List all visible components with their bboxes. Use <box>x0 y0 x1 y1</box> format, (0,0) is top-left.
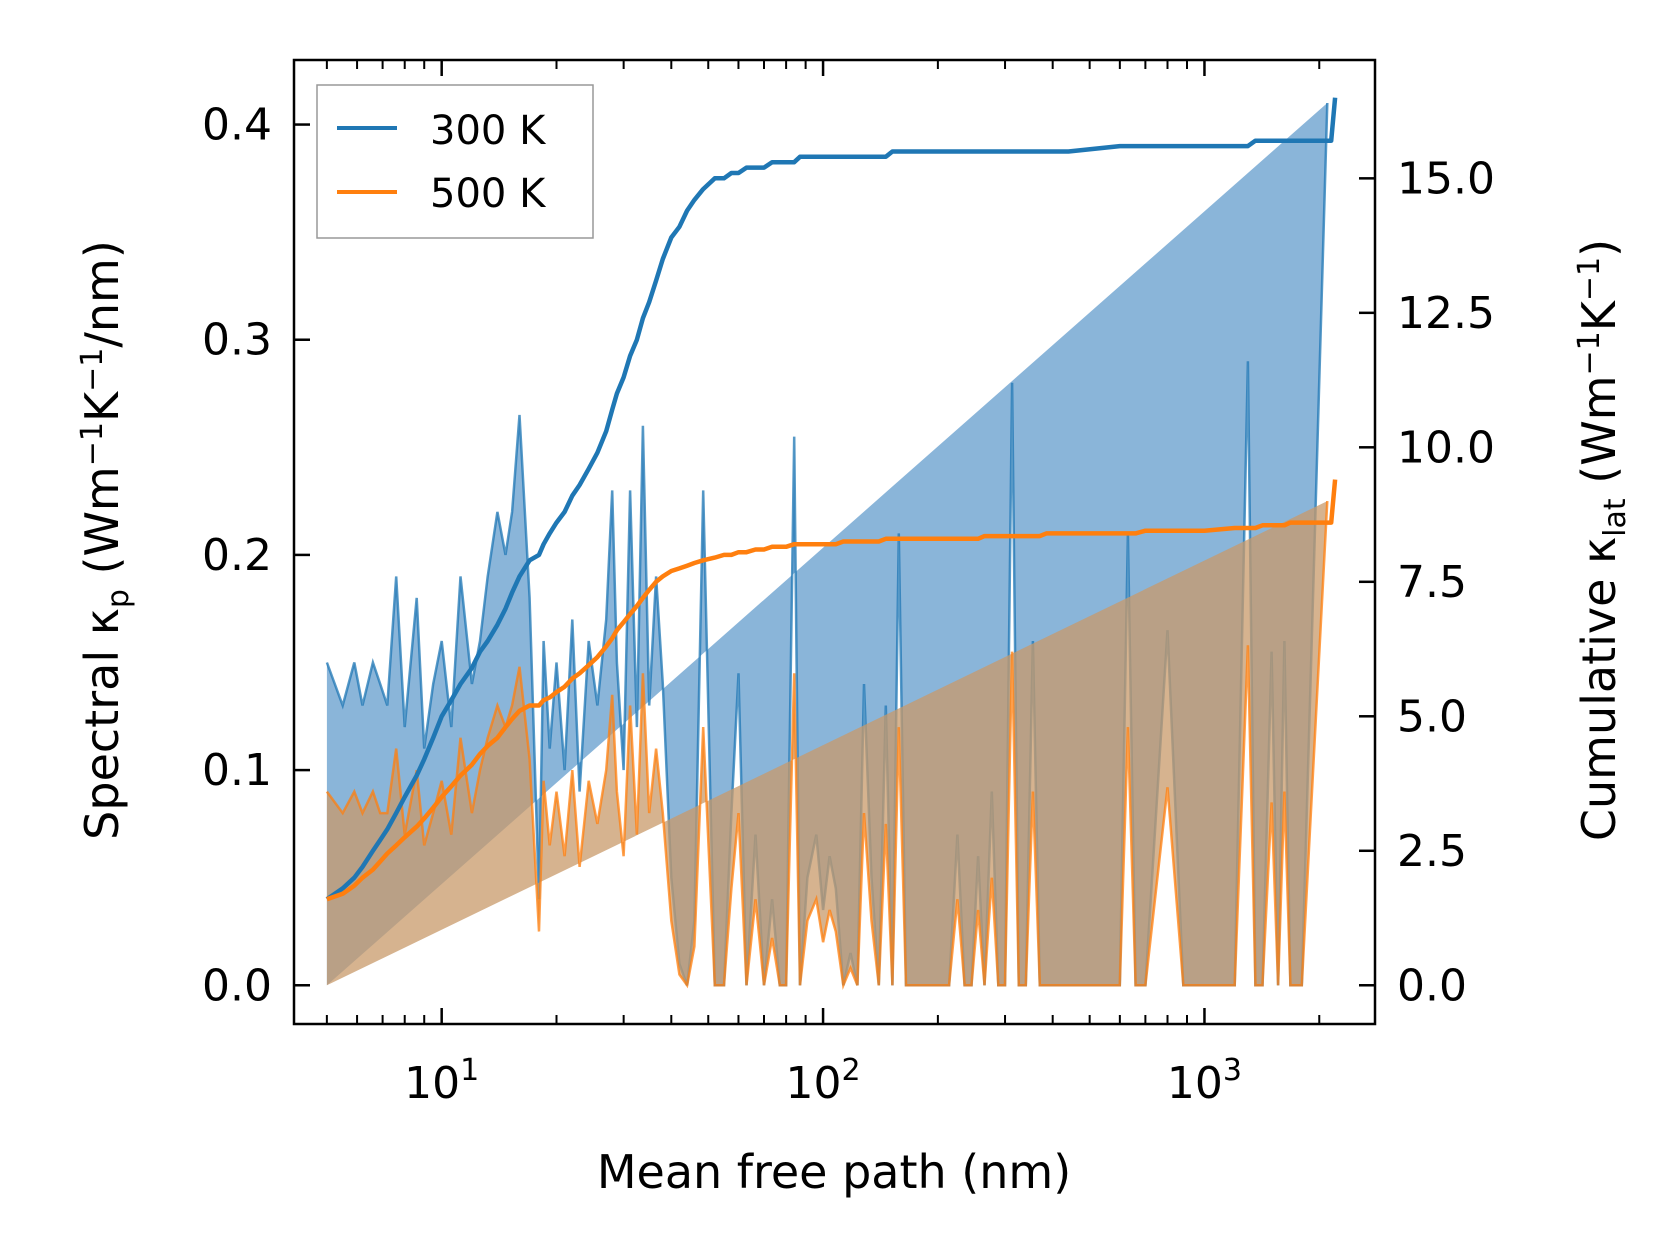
y-right-tick-label: 7.5 <box>1397 557 1467 608</box>
y-right-tail: ) <box>1572 239 1626 257</box>
legend-label-500k: 500 K <box>430 171 547 217</box>
legend-box <box>316 84 594 239</box>
y-left-sub: p <box>101 589 136 608</box>
y-right-tick-label: 5.0 <box>1397 691 1467 742</box>
series-lines <box>325 97 1338 902</box>
y-right-tick-label: 10.0 <box>1397 422 1495 473</box>
y-left-tick-label: 0.2 <box>202 530 272 581</box>
y-right-sub: lat <box>1598 498 1633 537</box>
y-left-tick-label: 0.4 <box>202 100 272 151</box>
x-axis-label: Mean free path (nm) <box>597 1145 1071 1199</box>
y-right-base: Cumulative κ <box>1572 537 1626 841</box>
legend-label-300k: 300 K <box>430 108 547 154</box>
y-left-exp1: −1 <box>75 422 110 466</box>
cumulative-line-300k <box>325 97 1338 902</box>
y-left-base: Spectral κ <box>75 608 129 840</box>
y-right-exp1: −1 <box>1572 331 1607 375</box>
y-left-exp2: −1 <box>75 348 110 392</box>
y-left-tick-label: 0.1 <box>202 745 272 796</box>
y-left-mid: K <box>75 390 129 422</box>
plot-frame <box>292 58 1377 1026</box>
y-axis-right-title: Cumulative κlat (Wm−1K−1) <box>1572 239 1633 841</box>
axis-ticks: 0.0 0.1 0.2 0.3 0.4 0.0 2.5 5.0 7.5 10.0 12.5 15.0 1… <box>202 60 1495 1109</box>
y-left-tail: /nm) <box>75 240 129 347</box>
y-right-exp2: −1 <box>1572 257 1607 301</box>
y-right-unit: (Wm <box>1572 375 1626 483</box>
legend: 300 K 500 K <box>316 84 594 239</box>
x-tick-label: 102 <box>786 1053 861 1109</box>
y-right-tick-label: 15.0 <box>1397 153 1495 204</box>
y-left-tick-label: 0.0 <box>202 960 272 1011</box>
x-tick-label: 103 <box>1167 1053 1242 1109</box>
y-right-tick-label: 0.0 <box>1397 960 1467 1011</box>
spectral-area-500k <box>326 501 1328 986</box>
x-axis-title: Mean free path (nm) <box>597 1145 1071 1199</box>
x-tick-label: 101 <box>404 1053 479 1109</box>
y-axis-left-title: Spectral κp (Wm−1K−1/nm) <box>75 240 136 840</box>
y-right-tick-label: 12.5 <box>1397 288 1495 339</box>
y-left-unit: (Wm <box>75 466 129 574</box>
y-right-mid: K <box>1572 299 1626 331</box>
spectral-fill-areas <box>325 102 1329 990</box>
y-right-tick-label: 2.5 <box>1397 826 1467 877</box>
cumulative-line-500k <box>326 479 1338 902</box>
y-left-tick-label: 0.3 <box>202 315 272 366</box>
